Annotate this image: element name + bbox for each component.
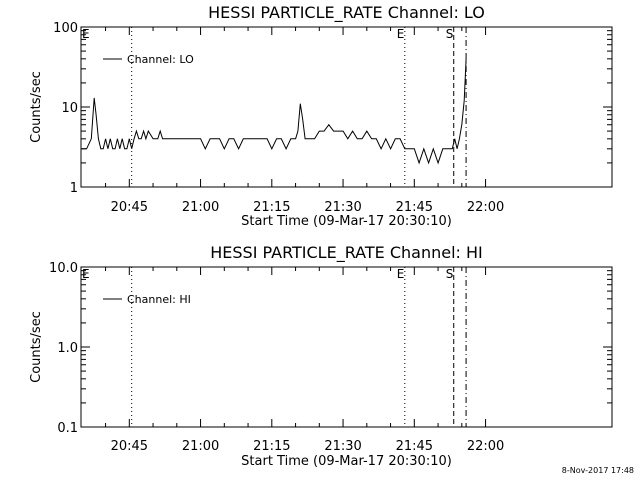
- chart-panel-2: HESSI PARTICLE_RATE Channel: HI 20:45 21:0…: [29, 243, 613, 469]
- event-marker-label: E: [397, 267, 405, 281]
- y-tick-label: 10.0: [49, 261, 78, 276]
- legend-entry: Channel: HI: [127, 293, 191, 306]
- y-tick-label: 1.0: [57, 341, 78, 356]
- chart-title: HESSI PARTICLE_RATE Channel: LO: [208, 3, 485, 23]
- x-axis-label: Start Time (09-Mar-17 20:30:10): [241, 214, 452, 229]
- y-tick-label: 0.1: [57, 421, 78, 436]
- y-tick-label: 100: [53, 21, 78, 36]
- x-tick-label: 21:45: [396, 200, 433, 215]
- event-marker-label: E: [82, 267, 90, 281]
- x-tick-label: 21:45: [396, 439, 433, 454]
- event-marker-label: E: [82, 27, 90, 41]
- legend-entry: Channel: LO: [127, 53, 194, 66]
- x-tick-label: 20:45: [111, 439, 148, 454]
- x-axis-label: Start Time (09-Mar-17 20:30:10): [241, 454, 452, 469]
- plot-frame: [80, 266, 613, 428]
- x-tick-label: 21:30: [324, 200, 361, 215]
- x-tick-label: 21:00: [182, 439, 219, 454]
- series-line-1: [81, 58, 467, 165]
- x-tick-label: 21:30: [324, 439, 361, 454]
- x-tick-label: 21:15: [253, 439, 290, 454]
- x-tick-label: 22:00: [467, 200, 504, 215]
- event-marker-label: S: [446, 267, 454, 281]
- plot-frame: [80, 26, 613, 188]
- y-tick-label: 1: [70, 181, 78, 196]
- event-marker-label: S: [446, 27, 454, 41]
- chart-panel-1: HESSI PARTICLE_RATE Channel: LO 20:45 21:0…: [29, 3, 613, 229]
- x-tick-label: 22:00: [467, 439, 504, 454]
- x-tick-label: 21:15: [253, 200, 290, 215]
- footer-timestamp: 8-Nov-2017 17:48: [561, 466, 634, 475]
- y-tick-label: 10: [61, 101, 78, 116]
- y-axis-label: Counts/sec: [29, 311, 44, 383]
- event-marker-label: E: [397, 27, 405, 41]
- x-tick-label: 20:45: [111, 200, 148, 215]
- y-axis-label: Counts/sec: [29, 71, 44, 143]
- chart-title: HESSI PARTICLE_RATE Channel: HI: [210, 243, 483, 263]
- x-tick-label: 21:00: [182, 200, 219, 215]
